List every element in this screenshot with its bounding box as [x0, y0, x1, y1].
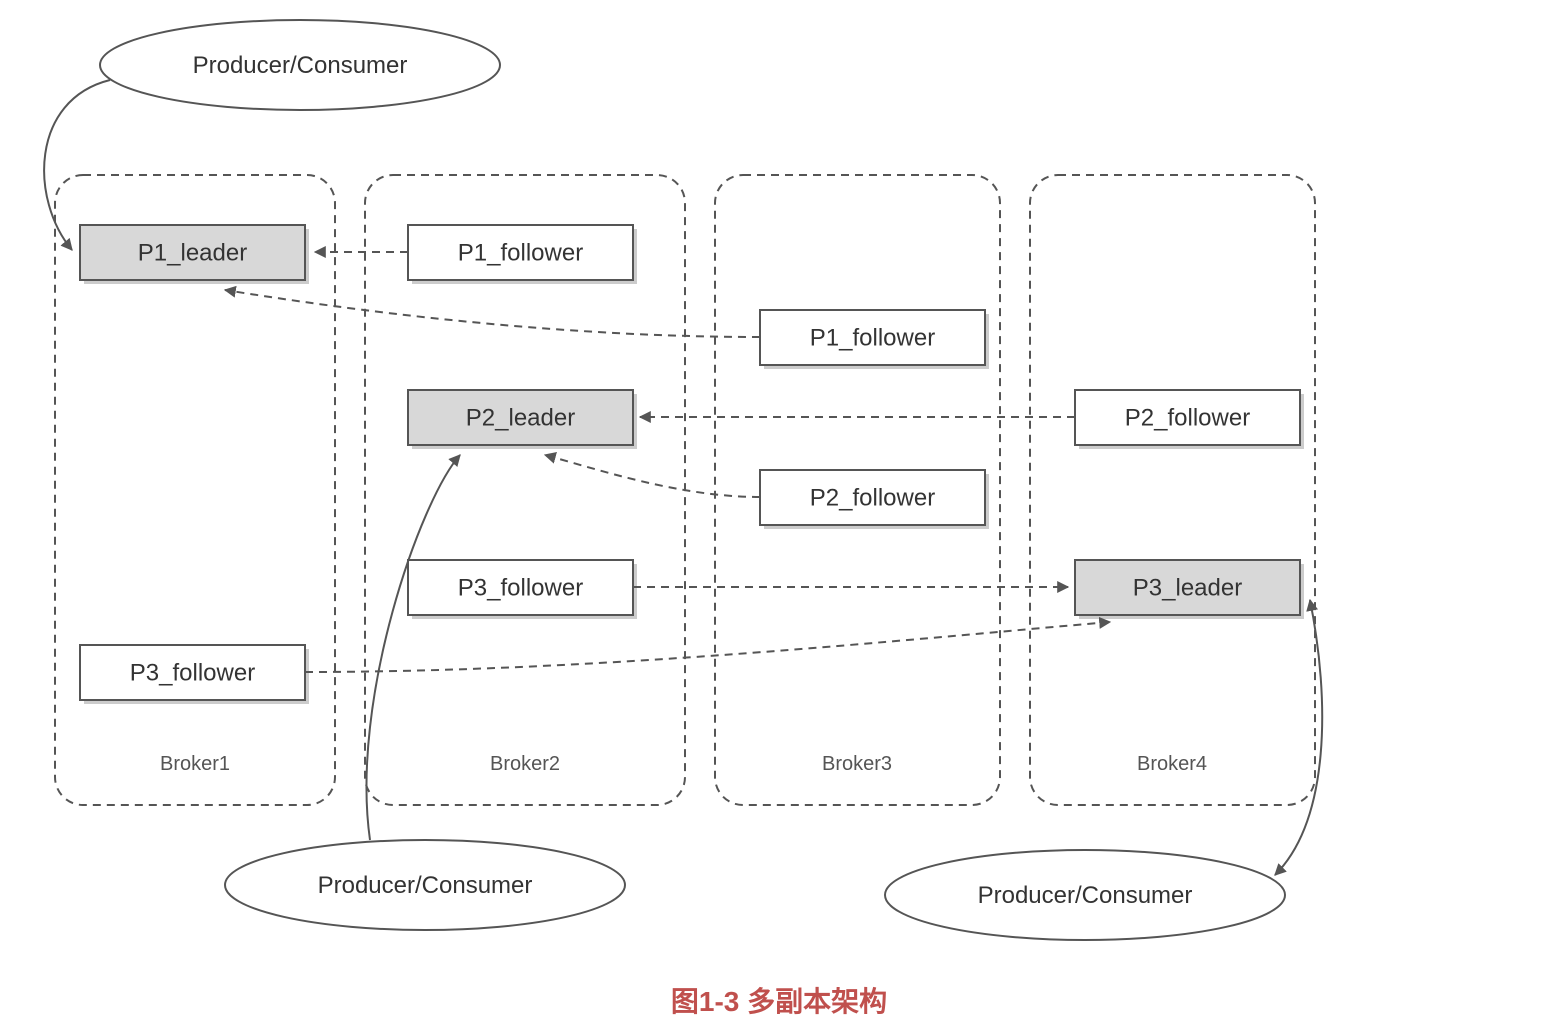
broker4-label: Broker4 [1137, 753, 1207, 775]
figure-caption: 图1-3 多副本架构 [0, 980, 1558, 1020]
e-p2f-b3-to-p2l [545, 455, 760, 497]
p1-leader-label: P1_leader [138, 240, 247, 267]
e-p1f-b3-to-p1l [225, 290, 760, 337]
e-pc-bl-to-p2l [366, 455, 460, 840]
pc-bottom-left-label: Producer/Consumer [318, 872, 533, 899]
p2-follower-b4: P2_follower [1075, 390, 1304, 449]
broker3-label: Broker3 [822, 753, 892, 775]
pc-top-label: Producer/Consumer [193, 52, 408, 79]
p3-follower-b2: P3_follower [408, 560, 637, 619]
p1-follower-b2: P1_follower [408, 225, 637, 284]
p3-leader-label: P3_leader [1133, 575, 1242, 602]
p2-follower-b3: P2_follower [760, 470, 989, 529]
e-pc-br-to-p3l [1275, 600, 1322, 875]
p2-follower-b4-label: P2_follower [1125, 405, 1250, 432]
p1-follower-b3-label: P1_follower [810, 325, 935, 352]
p3-follower-b1-label: P3_follower [130, 660, 255, 687]
pc-bottom-right-label: Producer/Consumer [978, 882, 1193, 909]
p1-follower-b2-label: P1_follower [458, 240, 583, 267]
p3-leader: P3_leader [1075, 560, 1304, 619]
p1-follower-b3: P1_follower [760, 310, 989, 369]
pc-bottom-right: Producer/Consumer [885, 850, 1285, 940]
p2-leader: P2_leader [408, 390, 637, 449]
pc-top: Producer/Consumer [100, 20, 500, 110]
p2-leader-label: P2_leader [466, 405, 575, 432]
broker1-label: Broker1 [160, 753, 230, 775]
broker4: Broker4 [1030, 175, 1315, 805]
p2-follower-b3-label: P2_follower [810, 485, 935, 512]
broker2-label: Broker2 [490, 753, 560, 775]
pc-bottom-left: Producer/Consumer [225, 840, 625, 930]
p1-leader: P1_leader [80, 225, 309, 284]
e-p3f-b1-to-p3l [305, 622, 1110, 672]
p3-follower-b2-label: P3_follower [458, 575, 583, 602]
p3-follower-b1: P3_follower [80, 645, 309, 704]
